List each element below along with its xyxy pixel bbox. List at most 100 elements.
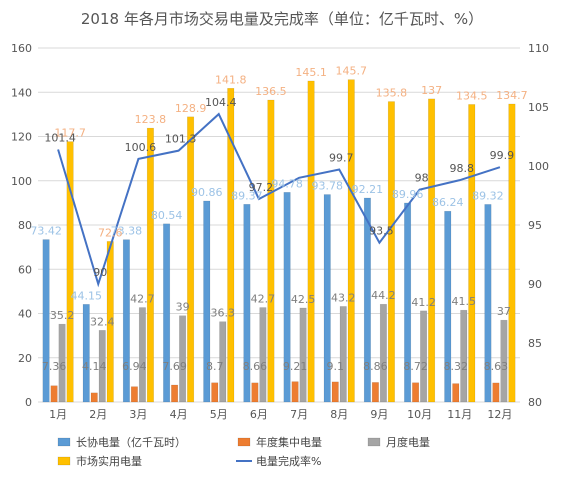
bar	[508, 103, 516, 403]
x-tick-label: 10月	[407, 408, 432, 421]
data-label: 134.5	[456, 89, 488, 102]
y2-tick-label: 80	[528, 396, 542, 409]
bar	[211, 382, 219, 403]
legend-label: 长协电量（亿千瓦时）	[76, 435, 186, 449]
bar	[428, 98, 436, 403]
data-label: 8.66	[243, 360, 268, 373]
data-label: 42.7	[251, 293, 276, 306]
y-tick-label: 60	[18, 263, 32, 276]
x-tick-label: 1月	[49, 408, 67, 421]
data-label: 44.2	[371, 289, 396, 302]
line-data-label: 99.9	[490, 149, 515, 162]
data-label: 92.21	[352, 183, 384, 196]
line-data-label: 100.6	[125, 141, 157, 154]
bar	[58, 323, 66, 403]
data-label: 145.1	[295, 66, 327, 79]
data-label: 90.86	[191, 186, 223, 199]
bars	[42, 79, 516, 403]
bar	[444, 210, 452, 403]
data-label: 8.63	[484, 360, 509, 373]
legend-swatch	[57, 456, 71, 466]
y-tick-label: 0	[25, 396, 32, 409]
bar	[146, 127, 154, 403]
bar	[90, 392, 98, 403]
legend-swatch	[367, 437, 381, 447]
y2-tick-label: 110	[528, 42, 549, 55]
bar	[259, 307, 267, 403]
line-data-label: 101.4	[44, 131, 76, 144]
bar	[339, 306, 347, 403]
y-tick-label: 40	[18, 308, 32, 321]
y-tick-label: 120	[11, 131, 32, 144]
bar	[122, 239, 130, 403]
x-tick-label: 2月	[89, 408, 107, 421]
x-tick-label: 7月	[290, 408, 308, 421]
data-label: 39	[176, 301, 190, 314]
bar	[404, 202, 412, 403]
y-tick-label: 160	[11, 42, 32, 55]
bar	[50, 385, 58, 403]
legend-swatch	[237, 437, 251, 447]
y2-tick-label: 100	[528, 160, 549, 173]
bar	[452, 383, 460, 403]
data-label: 37	[497, 305, 511, 318]
bar	[227, 88, 235, 403]
data-label: 6.94	[122, 360, 147, 373]
legend-label: 年度集中电量	[256, 435, 322, 449]
data-label: 41.5	[452, 295, 477, 308]
x-tick-label: 5月	[210, 408, 228, 421]
y-tick-label: 20	[18, 352, 32, 365]
y2-tick-label: 90	[528, 278, 542, 291]
data-label: 36.3	[211, 307, 236, 320]
data-label: 73.38	[111, 225, 143, 238]
bar	[106, 241, 114, 403]
data-label: 32.4	[90, 315, 115, 328]
data-label: 9.1	[327, 360, 345, 373]
bar	[468, 104, 476, 403]
data-label: 94.78	[271, 177, 303, 190]
bar	[484, 204, 492, 403]
data-label: 72.6	[98, 226, 123, 239]
data-label: 44.15	[71, 289, 103, 302]
x-tick-label: 9月	[370, 408, 388, 421]
y2-tick-label: 85	[528, 337, 542, 350]
data-label: 134.7	[496, 89, 528, 102]
bar	[371, 382, 379, 403]
bar	[420, 310, 428, 403]
data-label: 136.5	[255, 85, 287, 98]
data-label: 73.42	[30, 225, 62, 238]
line-data-label: 99.7	[329, 152, 354, 165]
legend-label: 市场实用电量	[76, 454, 142, 468]
bar	[251, 382, 259, 403]
y-tick-label: 140	[11, 86, 32, 99]
bar	[331, 381, 339, 403]
data-label: 9.21	[283, 360, 308, 373]
bar	[283, 192, 291, 403]
bar	[387, 101, 395, 403]
bar	[379, 303, 387, 403]
line-data-label: 98.8	[450, 162, 475, 175]
bar	[203, 200, 211, 403]
x-tick-label: 6月	[250, 408, 268, 421]
x-tick-label: 11月	[447, 408, 472, 421]
bar	[42, 239, 50, 403]
data-label: 4.14	[82, 360, 107, 373]
line-data-label: 101.3	[165, 133, 197, 146]
bar	[323, 194, 331, 403]
data-label: 89.32	[472, 189, 504, 202]
chart-title: 2018 年各月市场交易电量及完成率（单位：亿千瓦时、%）	[81, 10, 483, 28]
bar	[163, 223, 171, 403]
x-tick-label: 12月	[487, 408, 512, 421]
y2-tick-label: 95	[528, 219, 542, 232]
data-label: 89.96	[392, 188, 424, 201]
data-label: 89.37	[231, 189, 263, 202]
bar	[267, 99, 275, 403]
bar	[171, 384, 179, 403]
line-data-label: 97.2	[249, 181, 274, 194]
y2-tick-label: 105	[528, 101, 549, 114]
x-tick-label: 8月	[330, 408, 348, 421]
legend-swatch	[57, 437, 71, 447]
data-label: 8.72	[403, 360, 428, 373]
